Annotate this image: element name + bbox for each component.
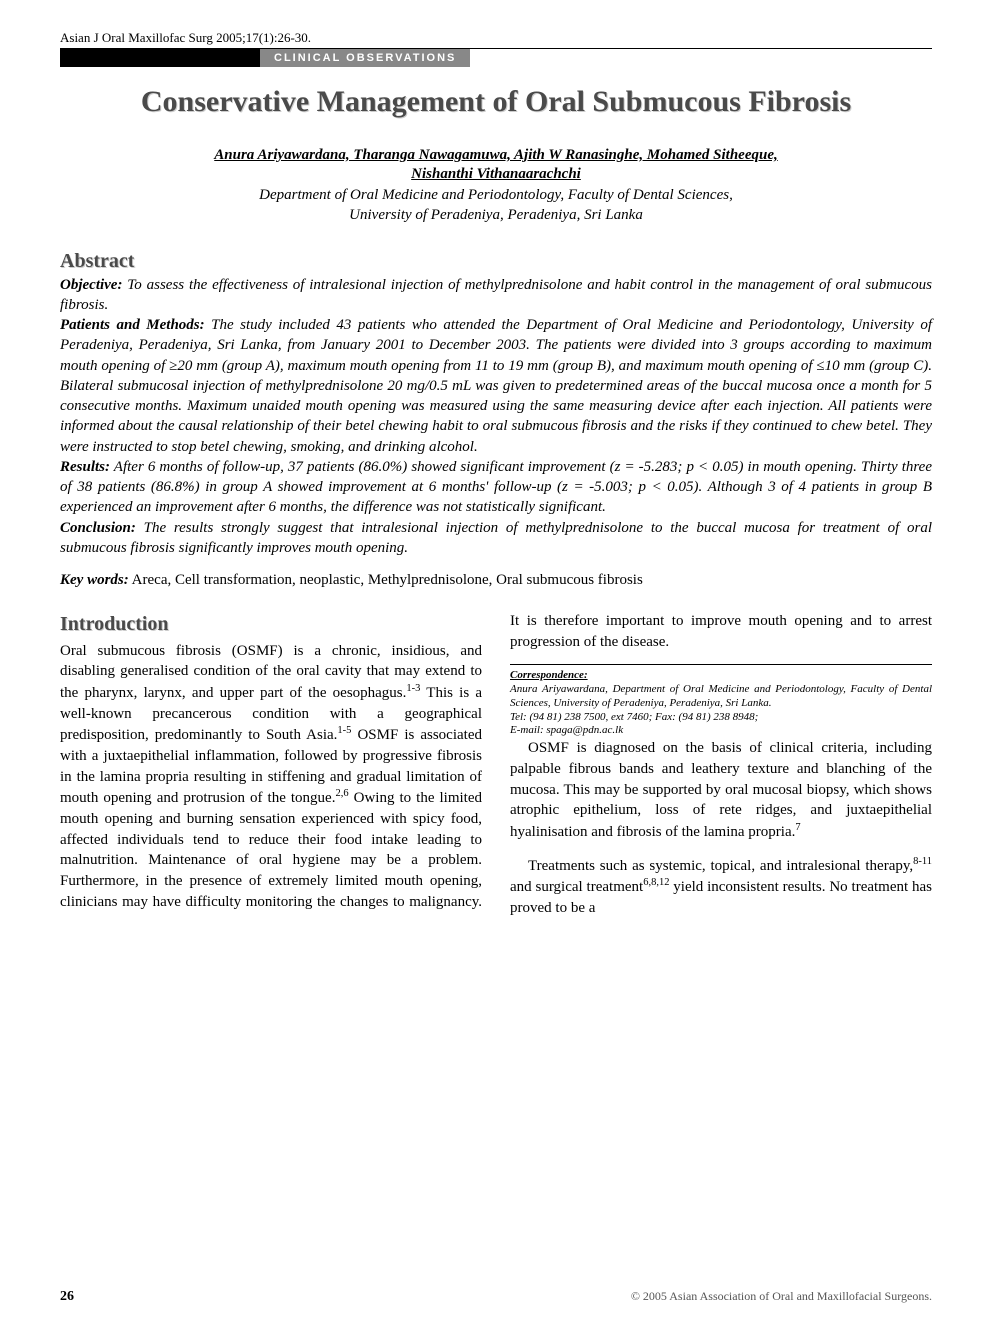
p3b: and surgical treatment	[510, 879, 643, 895]
affiliation-line-2: University of Peradeniya, Peradeniya, Sr…	[349, 207, 643, 223]
keywords: Key words: Areca, Cell transformation, n…	[60, 572, 932, 589]
objective-label: Objective:	[60, 277, 122, 293]
banner-label: CLINICAL OBSERVATIONS	[260, 49, 470, 67]
correspondence-label: Correspondence:	[510, 669, 588, 681]
correspondence-email: E-mail: spaga@pdn.ac.lk	[510, 724, 623, 736]
p3a: Treatments such as systemic, topical, an…	[528, 858, 913, 874]
introduction-heading: Introduction	[60, 611, 482, 639]
correspondence-address: Anura Ariyawardana, Department of Oral M…	[510, 683, 932, 709]
abstract-block: Objective: To assess the effectiveness o…	[60, 275, 932, 559]
ref-2-6: 2,6	[335, 788, 348, 799]
objective-text: To assess the effectiveness of intralesi…	[60, 277, 932, 313]
authors-line-1: Anura Ariyawardana, Tharanga Nawagamuwa,…	[60, 147, 932, 164]
ref-6-8-12: 6,8,12	[643, 877, 669, 888]
body-columns: Introduction Oral submucous fibrosis (OS…	[60, 611, 932, 922]
keywords-text: Areca, Cell transformation, neoplastic, …	[129, 572, 643, 588]
ref-1-3: 1-3	[406, 683, 420, 694]
ref-1-5: 1-5	[337, 725, 351, 736]
conclusion-label: Conclusion:	[60, 520, 136, 536]
page-number: 26	[60, 1289, 74, 1305]
banner-rest	[470, 49, 932, 67]
results-text: After 6 months of follow-up, 37 patients…	[60, 459, 932, 516]
affiliation: Department of Oral Medicine and Periodon…	[60, 185, 932, 226]
page-footer: 26 © 2005 Asian Association of Oral and …	[60, 1289, 932, 1305]
ref-7: 7	[795, 822, 800, 833]
affiliation-line-1: Department of Oral Medicine and Periodon…	[259, 187, 733, 203]
methods-text: The study included 43 patients who atten…	[60, 317, 932, 455]
p2: OSMF is diagnosed on the basis of clinic…	[510, 740, 932, 840]
results-label: Results:	[60, 459, 110, 475]
section-banner: CLINICAL OBSERVATIONS	[60, 49, 932, 67]
correspondence-block: Correspondence: Anura Ariyawardana, Depa…	[510, 664, 932, 738]
keywords-label: Key words:	[60, 572, 129, 588]
methods-label: Patients and Methods:	[60, 317, 205, 333]
ref-8-11: 8-11	[913, 856, 932, 867]
intro-paragraph-2: OSMF is diagnosed on the basis of clinic…	[510, 738, 932, 842]
running-header: Asian J Oral Maxillofac Surg 2005;17(1):…	[60, 30, 932, 49]
conclusion-text: The results strongly suggest that intral…	[60, 520, 932, 556]
copyright-text: © 2005 Asian Association of Oral and Max…	[631, 1289, 932, 1305]
article-title: Conservative Management of Oral Submucou…	[60, 85, 932, 119]
abstract-heading: Abstract	[60, 250, 932, 273]
authors-line-2: Nishanthi Vithanaarachchi	[60, 166, 932, 183]
banner-spacer	[60, 49, 260, 67]
correspondence-tel: Tel: (94 81) 238 7500, ext 7460; Fax: (9…	[510, 711, 758, 723]
intro-paragraph-3: Treatments such as systemic, topical, an…	[510, 855, 932, 919]
